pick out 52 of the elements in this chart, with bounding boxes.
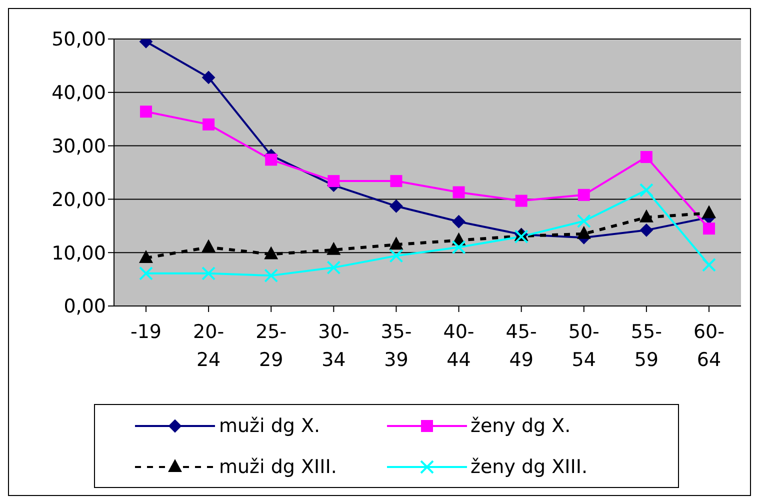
point <box>640 151 652 164</box>
point <box>328 175 340 188</box>
y-tick-label: 30,00 <box>52 136 106 158</box>
point <box>452 186 465 198</box>
point <box>389 248 404 263</box>
point <box>702 205 716 218</box>
point <box>578 188 590 201</box>
point <box>390 200 403 213</box>
point <box>326 242 341 255</box>
point <box>265 154 278 166</box>
legend-label: ženy dg XIII. <box>470 456 588 478</box>
point <box>702 258 716 272</box>
x-tick-label: 45-49 <box>506 321 537 371</box>
point <box>326 260 341 275</box>
y-tick-label: 10,00 <box>52 242 106 264</box>
y-tick-label: 40,00 <box>52 82 106 104</box>
point <box>390 175 402 188</box>
point <box>202 70 216 84</box>
point <box>202 266 216 280</box>
point <box>703 222 715 235</box>
point <box>140 106 152 118</box>
legend-label: muži dg XIII. <box>219 456 337 478</box>
point <box>452 215 466 228</box>
point <box>389 236 404 250</box>
y-tick-label: 0,00 <box>64 296 106 318</box>
x-tick-label: 25-29 <box>256 321 287 371</box>
x-tick-label: 60-64 <box>693 321 725 371</box>
y-tick-label: 50,00 <box>52 28 106 51</box>
point <box>452 240 466 254</box>
x-tick-label: 40-44 <box>443 321 474 371</box>
x-tick-label: 35-39 <box>380 321 412 371</box>
point <box>202 239 216 252</box>
point <box>139 266 153 280</box>
x-tick-label: 50-54 <box>568 321 600 371</box>
point <box>264 268 278 283</box>
y-tick-label: 20,00 <box>52 188 106 211</box>
x-tick-label: 55-59 <box>630 321 662 371</box>
point <box>639 209 654 222</box>
point <box>139 250 153 263</box>
point <box>202 118 215 130</box>
x-tick-label: 20-24 <box>193 321 224 371</box>
point <box>515 194 528 207</box>
point <box>264 246 278 260</box>
x-tick-label: -19 <box>130 321 162 343</box>
point <box>639 183 654 198</box>
point <box>576 214 591 228</box>
point <box>576 226 591 239</box>
x-tick-label: 30-34 <box>318 321 350 371</box>
legend-label: ženy dg X. <box>470 414 571 436</box>
point <box>640 224 653 237</box>
legend-label: muži dg X. <box>219 414 320 436</box>
point <box>514 230 528 244</box>
